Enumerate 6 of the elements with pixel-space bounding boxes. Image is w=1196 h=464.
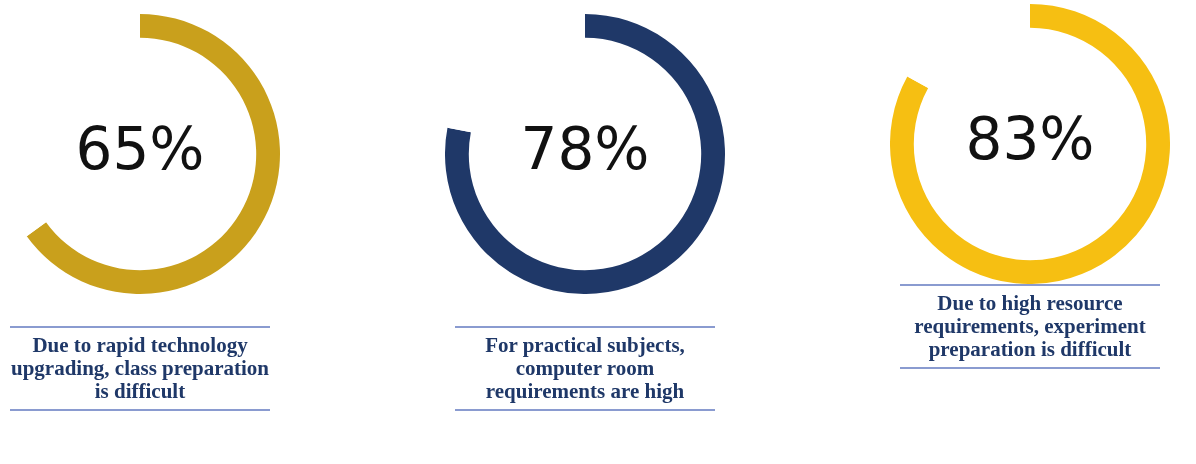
data-label: 65% xyxy=(75,115,205,184)
data-label: 78% xyxy=(520,115,650,184)
text: Due to rapid technology upgrading, class preparation is difficult xyxy=(10,326,270,411)
text: Due to high resource requirements, experiment preparation is difficult xyxy=(900,284,1160,369)
text: For practical subjects, computer room requirements are high xyxy=(455,326,715,411)
data-label: 83% xyxy=(965,105,1095,174)
